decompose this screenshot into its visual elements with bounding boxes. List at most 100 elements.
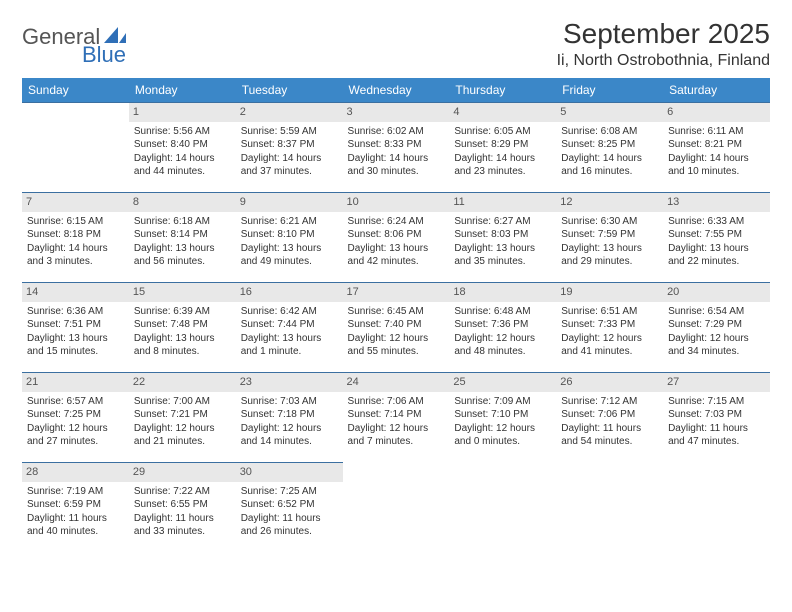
cell-daylight1: Daylight: 13 hours xyxy=(241,242,338,256)
month-title: September 2025 xyxy=(557,18,770,50)
cell-daylight1: Daylight: 12 hours xyxy=(668,332,765,346)
cell-sunset: Sunset: 8:37 PM xyxy=(241,138,338,152)
cell-sunrise: Sunrise: 6:15 AM xyxy=(27,215,124,229)
cell-daylight2: and 22 minutes. xyxy=(668,255,765,269)
cell-sunset: Sunset: 8:29 PM xyxy=(454,138,551,152)
calendar-cell: 25Sunrise: 7:09 AMSunset: 7:10 PMDayligh… xyxy=(449,373,556,463)
weekday-header: Monday xyxy=(129,78,236,103)
cell-daylight2: and 55 minutes. xyxy=(348,345,445,359)
day-number: 28 xyxy=(22,463,129,482)
cell-daylight2: and 21 minutes. xyxy=(134,435,231,449)
calendar-cell: 28 Sunrise: 7:19 AMSunset: 6:59 PMDayligh… xyxy=(22,463,129,553)
cell-daylight2: and 27 minutes. xyxy=(27,435,124,449)
cell-sunset: Sunset: 8:14 PM xyxy=(134,228,231,242)
day-number: 22 xyxy=(129,373,236,392)
cell-sunset: Sunset: 6:52 PM xyxy=(241,498,338,512)
calendar-cell: 27Sunrise: 7:15 AMSunset: 7:03 PMDayligh… xyxy=(663,373,770,463)
calendar-cell: 11Sunrise: 6:27 AMSunset: 8:03 PMDayligh… xyxy=(449,193,556,283)
cell-daylight1: Daylight: 14 hours xyxy=(27,242,124,256)
cell-sunrise: Sunrise: 6:24 AM xyxy=(348,215,445,229)
cell-sunset: Sunset: 8:21 PM xyxy=(668,138,765,152)
cell-sunset: Sunset: 7:21 PM xyxy=(134,408,231,422)
calendar-body: 1Sunrise: 5:56 AMSunset: 8:40 PMDaylight… xyxy=(22,103,770,553)
calendar-cell: 19Sunrise: 6:51 AMSunset: 7:33 PMDayligh… xyxy=(556,283,663,373)
calendar-row: 21Sunrise: 6:57 AMSunset: 7:25 PMDayligh… xyxy=(22,373,770,463)
cell-daylight2: and 54 minutes. xyxy=(561,435,658,449)
calendar-row: 1Sunrise: 5:56 AMSunset: 8:40 PMDaylight… xyxy=(22,103,770,193)
cell-sunset: Sunset: 6:59 PM xyxy=(27,498,124,512)
cell-daylight1: Daylight: 13 hours xyxy=(348,242,445,256)
calendar-cell: 30Sunrise: 7:25 AMSunset: 6:52 PMDayligh… xyxy=(236,463,343,553)
calendar-row: 28 Sunrise: 7:19 AMSunset: 6:59 PMDayligh… xyxy=(22,463,770,553)
weekday-header: Sunday xyxy=(22,78,129,103)
day-number: 30 xyxy=(236,463,343,482)
cell-sunrise: Sunrise: 6:30 AM xyxy=(561,215,658,229)
day-number: 2 xyxy=(236,103,343,122)
cell-sunrise: Sunrise: 7:19 AM xyxy=(27,485,124,499)
calendar-cell: 4Sunrise: 6:05 AMSunset: 8:29 PMDaylight… xyxy=(449,103,556,193)
cell-sunrise: Sunrise: 6:02 AM xyxy=(348,125,445,139)
cell-daylight2: and 10 minutes. xyxy=(668,165,765,179)
cell-daylight2: and 37 minutes. xyxy=(241,165,338,179)
cell-daylight1: Daylight: 14 hours xyxy=(348,152,445,166)
weekday-header: Friday xyxy=(556,78,663,103)
logo: General Blue xyxy=(22,24,126,50)
cell-sunrise: Sunrise: 5:56 AM xyxy=(134,125,231,139)
calendar-cell: 20Sunrise: 6:54 AMSunset: 7:29 PMDayligh… xyxy=(663,283,770,373)
cell-daylight2: and 34 minutes. xyxy=(668,345,765,359)
day-number: 15 xyxy=(129,283,236,302)
cell-sunrise: Sunrise: 7:25 AM xyxy=(241,485,338,499)
calendar-cell: 21Sunrise: 6:57 AMSunset: 7:25 PMDayligh… xyxy=(22,373,129,463)
calendar-cell: 6Sunrise: 6:11 AMSunset: 8:21 PMDaylight… xyxy=(663,103,770,193)
cell-sunset: Sunset: 7:51 PM xyxy=(27,318,124,332)
day-number: 10 xyxy=(343,193,450,212)
day-number: 5 xyxy=(556,103,663,122)
calendar-row: 7Sunrise: 6:15 AMSunset: 8:18 PMDaylight… xyxy=(22,193,770,283)
cell-sunset: Sunset: 7:33 PM xyxy=(561,318,658,332)
cell-daylight2: and 47 minutes. xyxy=(668,435,765,449)
calendar-cell: 8Sunrise: 6:18 AMSunset: 8:14 PMDaylight… xyxy=(129,193,236,283)
day-number: 19 xyxy=(556,283,663,302)
cell-daylight1: Daylight: 13 hours xyxy=(27,332,124,346)
calendar-cell: 5Sunrise: 6:08 AMSunset: 8:25 PMDaylight… xyxy=(556,103,663,193)
cell-sunset: Sunset: 7:18 PM xyxy=(241,408,338,422)
cell-sunrise: Sunrise: 6:36 AM xyxy=(27,305,124,319)
calendar-cell: 26Sunrise: 7:12 AMSunset: 7:06 PMDayligh… xyxy=(556,373,663,463)
cell-sunrise: Sunrise: 6:21 AM xyxy=(241,215,338,229)
calendar-cell: 18Sunrise: 6:48 AMSunset: 7:36 PMDayligh… xyxy=(449,283,556,373)
cell-daylight1: Daylight: 12 hours xyxy=(134,422,231,436)
cell-daylight2: and 15 minutes. xyxy=(27,345,124,359)
day-number: 6 xyxy=(663,103,770,122)
calendar-cell: 13Sunrise: 6:33 AMSunset: 7:55 PMDayligh… xyxy=(663,193,770,283)
cell-daylight1: Daylight: 14 hours xyxy=(668,152,765,166)
day-number: 26 xyxy=(556,373,663,392)
cell-daylight2: and 35 minutes. xyxy=(454,255,551,269)
cell-sunrise: Sunrise: 6:45 AM xyxy=(348,305,445,319)
cell-sunset: Sunset: 7:59 PM xyxy=(561,228,658,242)
cell-sunrise: Sunrise: 5:59 AM xyxy=(241,125,338,139)
cell-daylight1: Daylight: 12 hours xyxy=(348,422,445,436)
calendar-cell: 9Sunrise: 6:21 AMSunset: 8:10 PMDaylight… xyxy=(236,193,343,283)
calendar-row: 14Sunrise: 6:36 AMSunset: 7:51 PMDayligh… xyxy=(22,283,770,373)
cell-daylight1: Daylight: 14 hours xyxy=(454,152,551,166)
cell-daylight1: Daylight: 14 hours xyxy=(241,152,338,166)
location-text: Ii, North Ostrobothnia, Finland xyxy=(557,52,770,70)
calendar-cell: 15Sunrise: 6:39 AMSunset: 7:48 PMDayligh… xyxy=(129,283,236,373)
day-number: 25 xyxy=(449,373,556,392)
day-number: 13 xyxy=(663,193,770,212)
day-number: 8 xyxy=(129,193,236,212)
cell-sunset: Sunset: 8:18 PM xyxy=(27,228,124,242)
cell-daylight1: Daylight: 11 hours xyxy=(668,422,765,436)
cell-sunset: Sunset: 8:10 PM xyxy=(241,228,338,242)
cell-sunrise: Sunrise: 6:05 AM xyxy=(454,125,551,139)
calendar-cell: 1Sunrise: 5:56 AMSunset: 8:40 PMDaylight… xyxy=(129,103,236,193)
cell-sunrise: Sunrise: 6:27 AM xyxy=(454,215,551,229)
calendar-cell xyxy=(556,463,663,553)
calendar-cell: 17Sunrise: 6:45 AMSunset: 7:40 PMDayligh… xyxy=(343,283,450,373)
cell-daylight1: Daylight: 11 hours xyxy=(27,512,124,526)
cell-daylight2: and 30 minutes. xyxy=(348,165,445,179)
calendar-cell xyxy=(449,463,556,553)
cell-sunrise: Sunrise: 6:48 AM xyxy=(454,305,551,319)
cell-daylight2: and 26 minutes. xyxy=(241,525,338,539)
calendar-cell: 24Sunrise: 7:06 AMSunset: 7:14 PMDayligh… xyxy=(343,373,450,463)
